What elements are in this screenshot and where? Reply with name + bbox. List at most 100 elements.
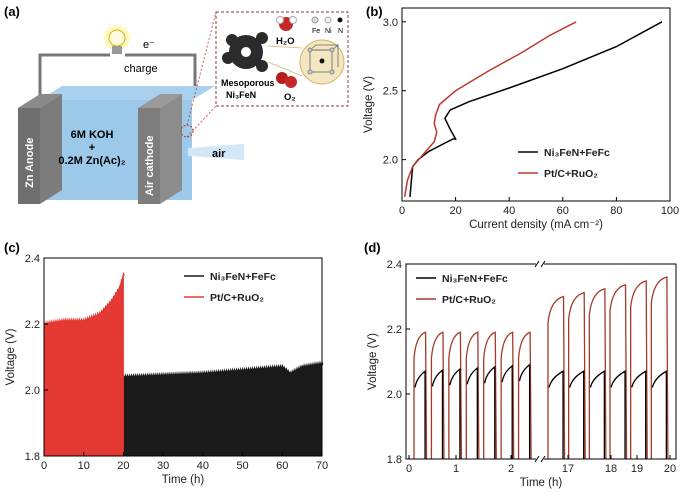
x-tick-label: 20 (664, 463, 676, 475)
panel-a-label: (a) (4, 4, 20, 19)
chart-c-ylabel: Voltage (V) (5, 328, 17, 385)
x-tick-label: 18 (605, 463, 617, 475)
pt-cycle (568, 291, 586, 460)
x-tick-label: 60 (557, 205, 569, 217)
chart-d-cycling-detail: (d) 0 1 2 17 18 19 20 1.8 2.0 2.2 2.4 Time (h) Vol… (364, 240, 677, 489)
y-tick-label: 3.0 (383, 17, 398, 29)
legend-entry: Ni₃FeN+FeFc (442, 273, 508, 285)
x-tick-label: 30 (157, 460, 169, 472)
x-tick-label: 50 (236, 460, 248, 472)
ni-cycle (548, 370, 564, 459)
h2o-label: H₂O (276, 36, 294, 47)
y-tick-label: 2.4 (25, 253, 40, 265)
chart-d-xlabel: Time (h) (520, 477, 563, 489)
x-tick-label: 17 (562, 463, 574, 475)
pt-cycle (517, 331, 532, 460)
chart-b-legend: Ni₃FeN+FeFc Pt/C+RuO₂ (518, 147, 610, 180)
series-area (43, 274, 124, 457)
air-cathode (138, 108, 160, 204)
series-line (409, 21, 663, 197)
lightbulb-icon (104, 25, 130, 54)
ni-cycle (518, 363, 531, 459)
x-tick-label: 80 (610, 205, 622, 217)
anode-label: Zn Anode (24, 138, 36, 188)
legend-entry: Pt/C+RuO₂ (210, 292, 264, 304)
chart-b-polarization: (b) 0 20 40 60 80 100 2.0 2.5 3.0 Current densit… (363, 4, 679, 231)
panel-d-label: (d) (364, 240, 381, 255)
atom-fe: Fe (312, 28, 320, 35)
y-tick-label: 2.0 (383, 155, 398, 167)
chart-d-ylabel: Voltage (V) (367, 333, 379, 390)
h2o-molecule-icon (276, 16, 297, 31)
o2-label: O₂ (284, 92, 296, 103)
ni-cycle (569, 370, 585, 459)
x-tick-label: 0 (406, 463, 412, 475)
series-line (123, 360, 324, 380)
x-tick-label: 10 (78, 460, 90, 472)
y-tick-label: 2.0 (25, 385, 40, 397)
wire-right (125, 53, 197, 92)
chart-c-legend: Ni₃FeN+FeFc Pt/C+RuO₂ (184, 271, 276, 304)
y-tick-label: 2.5 (383, 86, 398, 98)
chart-d-axis-break (534, 260, 546, 463)
y-tick-label: 2.2 (25, 319, 40, 331)
pt-cycle (588, 287, 607, 460)
x-tick-label: 1 (453, 463, 459, 475)
series-line (43, 272, 125, 327)
chart-b-ylabel: Voltage (V) (363, 76, 375, 133)
cathode-label: Air cathode (144, 135, 156, 196)
chart-d-legend: Ni₃FeN+FeFc Pt/C+RuO₂ (416, 273, 508, 306)
catalyst-line1: Mesoporous (221, 78, 275, 88)
x-tick-label: 20 (449, 205, 461, 217)
air-arrow (188, 144, 244, 160)
y-tick-label: 2.2 (387, 324, 402, 336)
panel-a-schematic: (a) e⁻ charge Zn Anode Air cathode 6M KO… (4, 4, 349, 204)
zn-anode (18, 108, 40, 204)
atom-n: N (338, 28, 343, 35)
pt-cycle (483, 331, 497, 460)
ni-cycle (466, 366, 478, 459)
series-area (122, 363, 323, 457)
x-tick-label: 2 (508, 463, 514, 475)
electrolyte-top (40, 86, 215, 100)
atom-ni: Ni (325, 28, 332, 35)
ni-cycle (631, 370, 647, 459)
pt-cycle (448, 331, 463, 460)
x-tick-label: 0 (41, 460, 47, 472)
pt-cycle (465, 331, 480, 460)
x-tick-label: 40 (503, 205, 515, 217)
electrolyte-line3: 0.2M Zn(Ac)₂ (58, 155, 125, 167)
pt-cycle (547, 295, 566, 460)
x-tick-label: 0 (399, 205, 405, 217)
ni-cycle (449, 367, 461, 459)
legend-entry: Ni₃FeN+FeFc (210, 271, 276, 283)
x-tick-label: 70 (316, 460, 328, 472)
y-tick-label: 2.0 (387, 389, 402, 401)
ni-cycle (610, 370, 626, 459)
ni-cycle (431, 368, 444, 459)
ni-cycle (484, 365, 496, 459)
ni-cycle (589, 370, 606, 459)
air-label: air (212, 148, 226, 160)
electron-label: e⁻ (143, 39, 155, 51)
y-tick-label: 1.8 (25, 451, 40, 463)
chart-c-cycling: (c) 0 10 20 30 40 50 60 70 1.8 2.0 2.2 2.4 Time (h)… (4, 240, 328, 486)
pt-cycle (630, 280, 648, 460)
pt-cycle (430, 331, 445, 460)
x-tick-label: 60 (276, 460, 288, 472)
catalyst-line2: Ni₃FeN (226, 90, 256, 100)
electrolyte-line1: 6M KOH (71, 129, 114, 141)
x-tick-label: 40 (197, 460, 209, 472)
o2-molecule-icon (276, 72, 297, 88)
y-tick-label: 2.4 (387, 259, 402, 271)
series-line (403, 21, 577, 198)
y-tick-label: 1.8 (387, 454, 402, 466)
x-tick-label: 20 (117, 460, 129, 472)
catalyst-particle-icon (222, 32, 268, 72)
legend-entry: Pt/C+RuO₂ (544, 168, 598, 180)
pt-cycle (650, 276, 669, 460)
legend-entry: Ni₃FeN+FeFc (544, 147, 610, 159)
x-tick-label: 100 (661, 205, 679, 217)
chart-b-xlabel: Current density (mA cm⁻²) (469, 219, 603, 231)
charge-label: charge (124, 63, 158, 75)
